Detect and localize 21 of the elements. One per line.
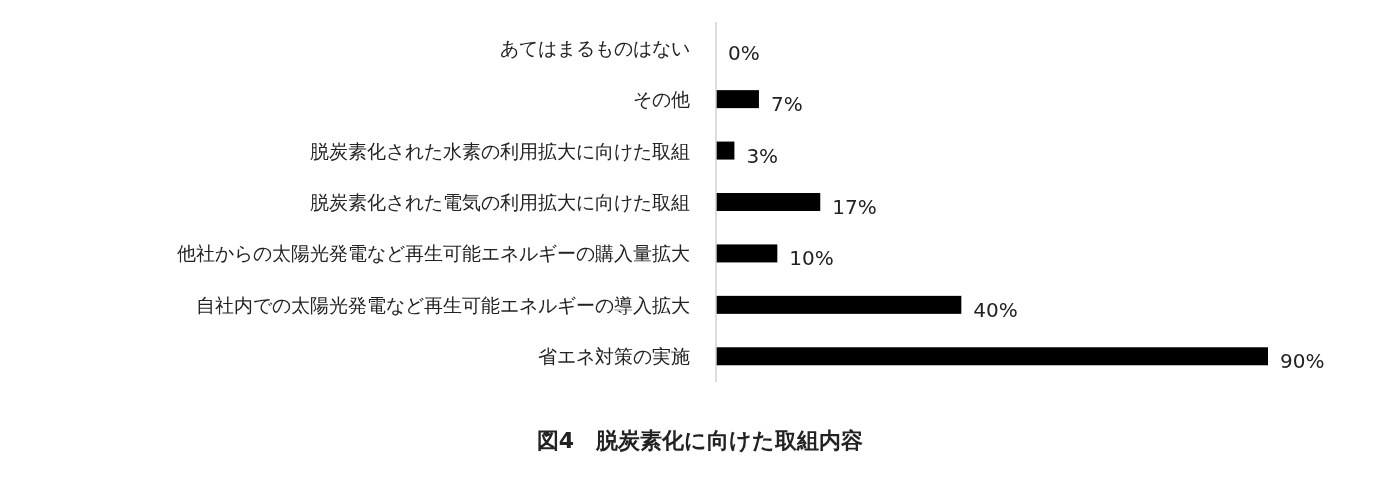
data-label: 7% (770, 92, 803, 117)
bar (716, 90, 759, 109)
bar (716, 193, 821, 211)
text: 図4 脱炭素化に向けた取組内容 (536, 428, 864, 453)
y-tick-label: あてはまるものはない (500, 36, 690, 59)
bar (716, 141, 735, 160)
data-label: 0% (728, 40, 760, 65)
y-tick-label: 省エネ対策の実施 (538, 345, 690, 368)
data-label: 3% (746, 143, 779, 168)
y-tick-label: 脱炭素化された水素の利用拡大に向けた取組 (310, 139, 690, 162)
y-tick-label: 脱炭素化された電気の利用拡大に向けた取組 (310, 191, 690, 213)
bar (716, 347, 1268, 366)
data-label: 40% (973, 297, 1018, 322)
bar (716, 295, 962, 314)
y-tick-label: 自社内での太陽光発電など再生可能エネルギーの導入拡大 (196, 293, 690, 316)
data-label: 10% (789, 246, 834, 271)
y-tick-label: その他 (633, 88, 690, 111)
bar (716, 244, 778, 263)
y-tick-label: 他社からの太陽光発電など再生可能エネルギーの購入量拡大 (177, 242, 690, 265)
data-label: 90% (1280, 349, 1325, 374)
data-label: 17% (832, 195, 877, 219)
